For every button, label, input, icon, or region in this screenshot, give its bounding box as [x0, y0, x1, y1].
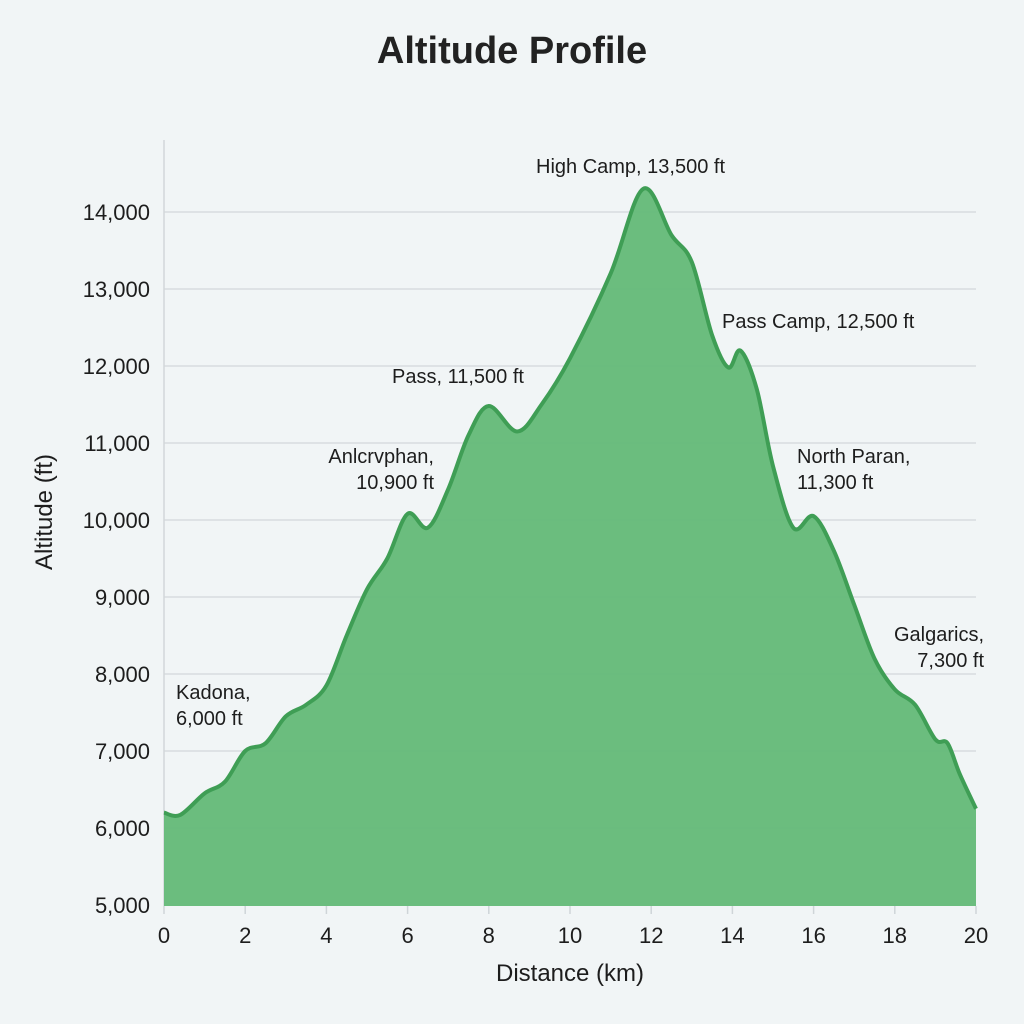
- y-axis-ticks: 5,000 6,000 7,000 8,000 9,000 10,000 11,000 12,…: [83, 200, 150, 918]
- annotation-line: 7,300 ft: [917, 650, 984, 672]
- annotation-line: High Camp, 13,500 ft: [536, 156, 725, 178]
- x-tick-label: 6: [401, 923, 413, 948]
- y-tick-label: 6,000: [95, 816, 150, 841]
- annotation-label: North Paran, 11,300 ft: [797, 444, 910, 496]
- y-tick-label: 11,000: [84, 431, 150, 456]
- annotation-label: Kadona, 6,000 ft: [176, 680, 251, 732]
- y-tick-label: 10,000: [83, 508, 150, 533]
- x-tick-label: 12: [639, 923, 663, 948]
- annotation-line: Pass, 11,500 ft: [392, 366, 524, 388]
- y-tick-label: 8,000: [95, 662, 150, 687]
- annotation-line: Pass Camp, 12,500 ft: [722, 311, 915, 333]
- x-tick-label: 2: [239, 923, 251, 948]
- annotation-label: Pass Camp, 12,500 ft: [722, 309, 914, 335]
- x-tick-label: 16: [801, 923, 825, 948]
- x-tick-label: 14: [720, 923, 744, 948]
- y-axis-label: Altitude (ft): [31, 453, 58, 571]
- x-tick-label: 8: [483, 923, 495, 948]
- x-tick-label: 20: [964, 923, 988, 948]
- annotation-line: North Paran,: [797, 446, 911, 468]
- annotation-label: Anlcrvphan, 10,900 ft: [316, 444, 434, 496]
- chart-title: Altitude Profile: [376, 30, 648, 72]
- annotation-line: Anlcrvphan,: [328, 446, 434, 468]
- y-tick-label: 13,000: [83, 277, 150, 302]
- y-tick-label: 9,000: [95, 585, 150, 610]
- annotation-label: Galgarics, 7,300 ft: [884, 622, 984, 674]
- annotation-line: Galgarics,: [893, 624, 984, 646]
- x-tick-label: 18: [883, 923, 907, 948]
- x-tick-label: 4: [320, 923, 332, 948]
- altitude-area: [164, 188, 976, 907]
- annotation-line: 10,900 ft: [356, 472, 434, 494]
- y-tick-label: 7,000: [95, 739, 150, 764]
- altitude-line: [163, 186, 978, 818]
- annotation-line: 11,300 ft: [797, 472, 874, 494]
- x-axis-label: Distance (km): [495, 960, 645, 987]
- y-tick-label: 12,000: [83, 354, 150, 379]
- annotation-label: Pass, 11,500 ft: [392, 364, 524, 390]
- x-tick-label: 10: [558, 923, 582, 948]
- annotation-line: 6,000 ft: [176, 708, 243, 730]
- y-tick-label: 5,000: [95, 893, 150, 918]
- annotation-line: Kadona,: [176, 682, 251, 704]
- x-axis-ticks: 0 2 4 6 8 10 12 14 16 18 20: [158, 906, 988, 948]
- y-tick-label: 14,000: [83, 200, 150, 225]
- annotation-label: High Camp, 13,500 ft: [536, 154, 725, 180]
- x-tick-label: 0: [158, 923, 170, 948]
